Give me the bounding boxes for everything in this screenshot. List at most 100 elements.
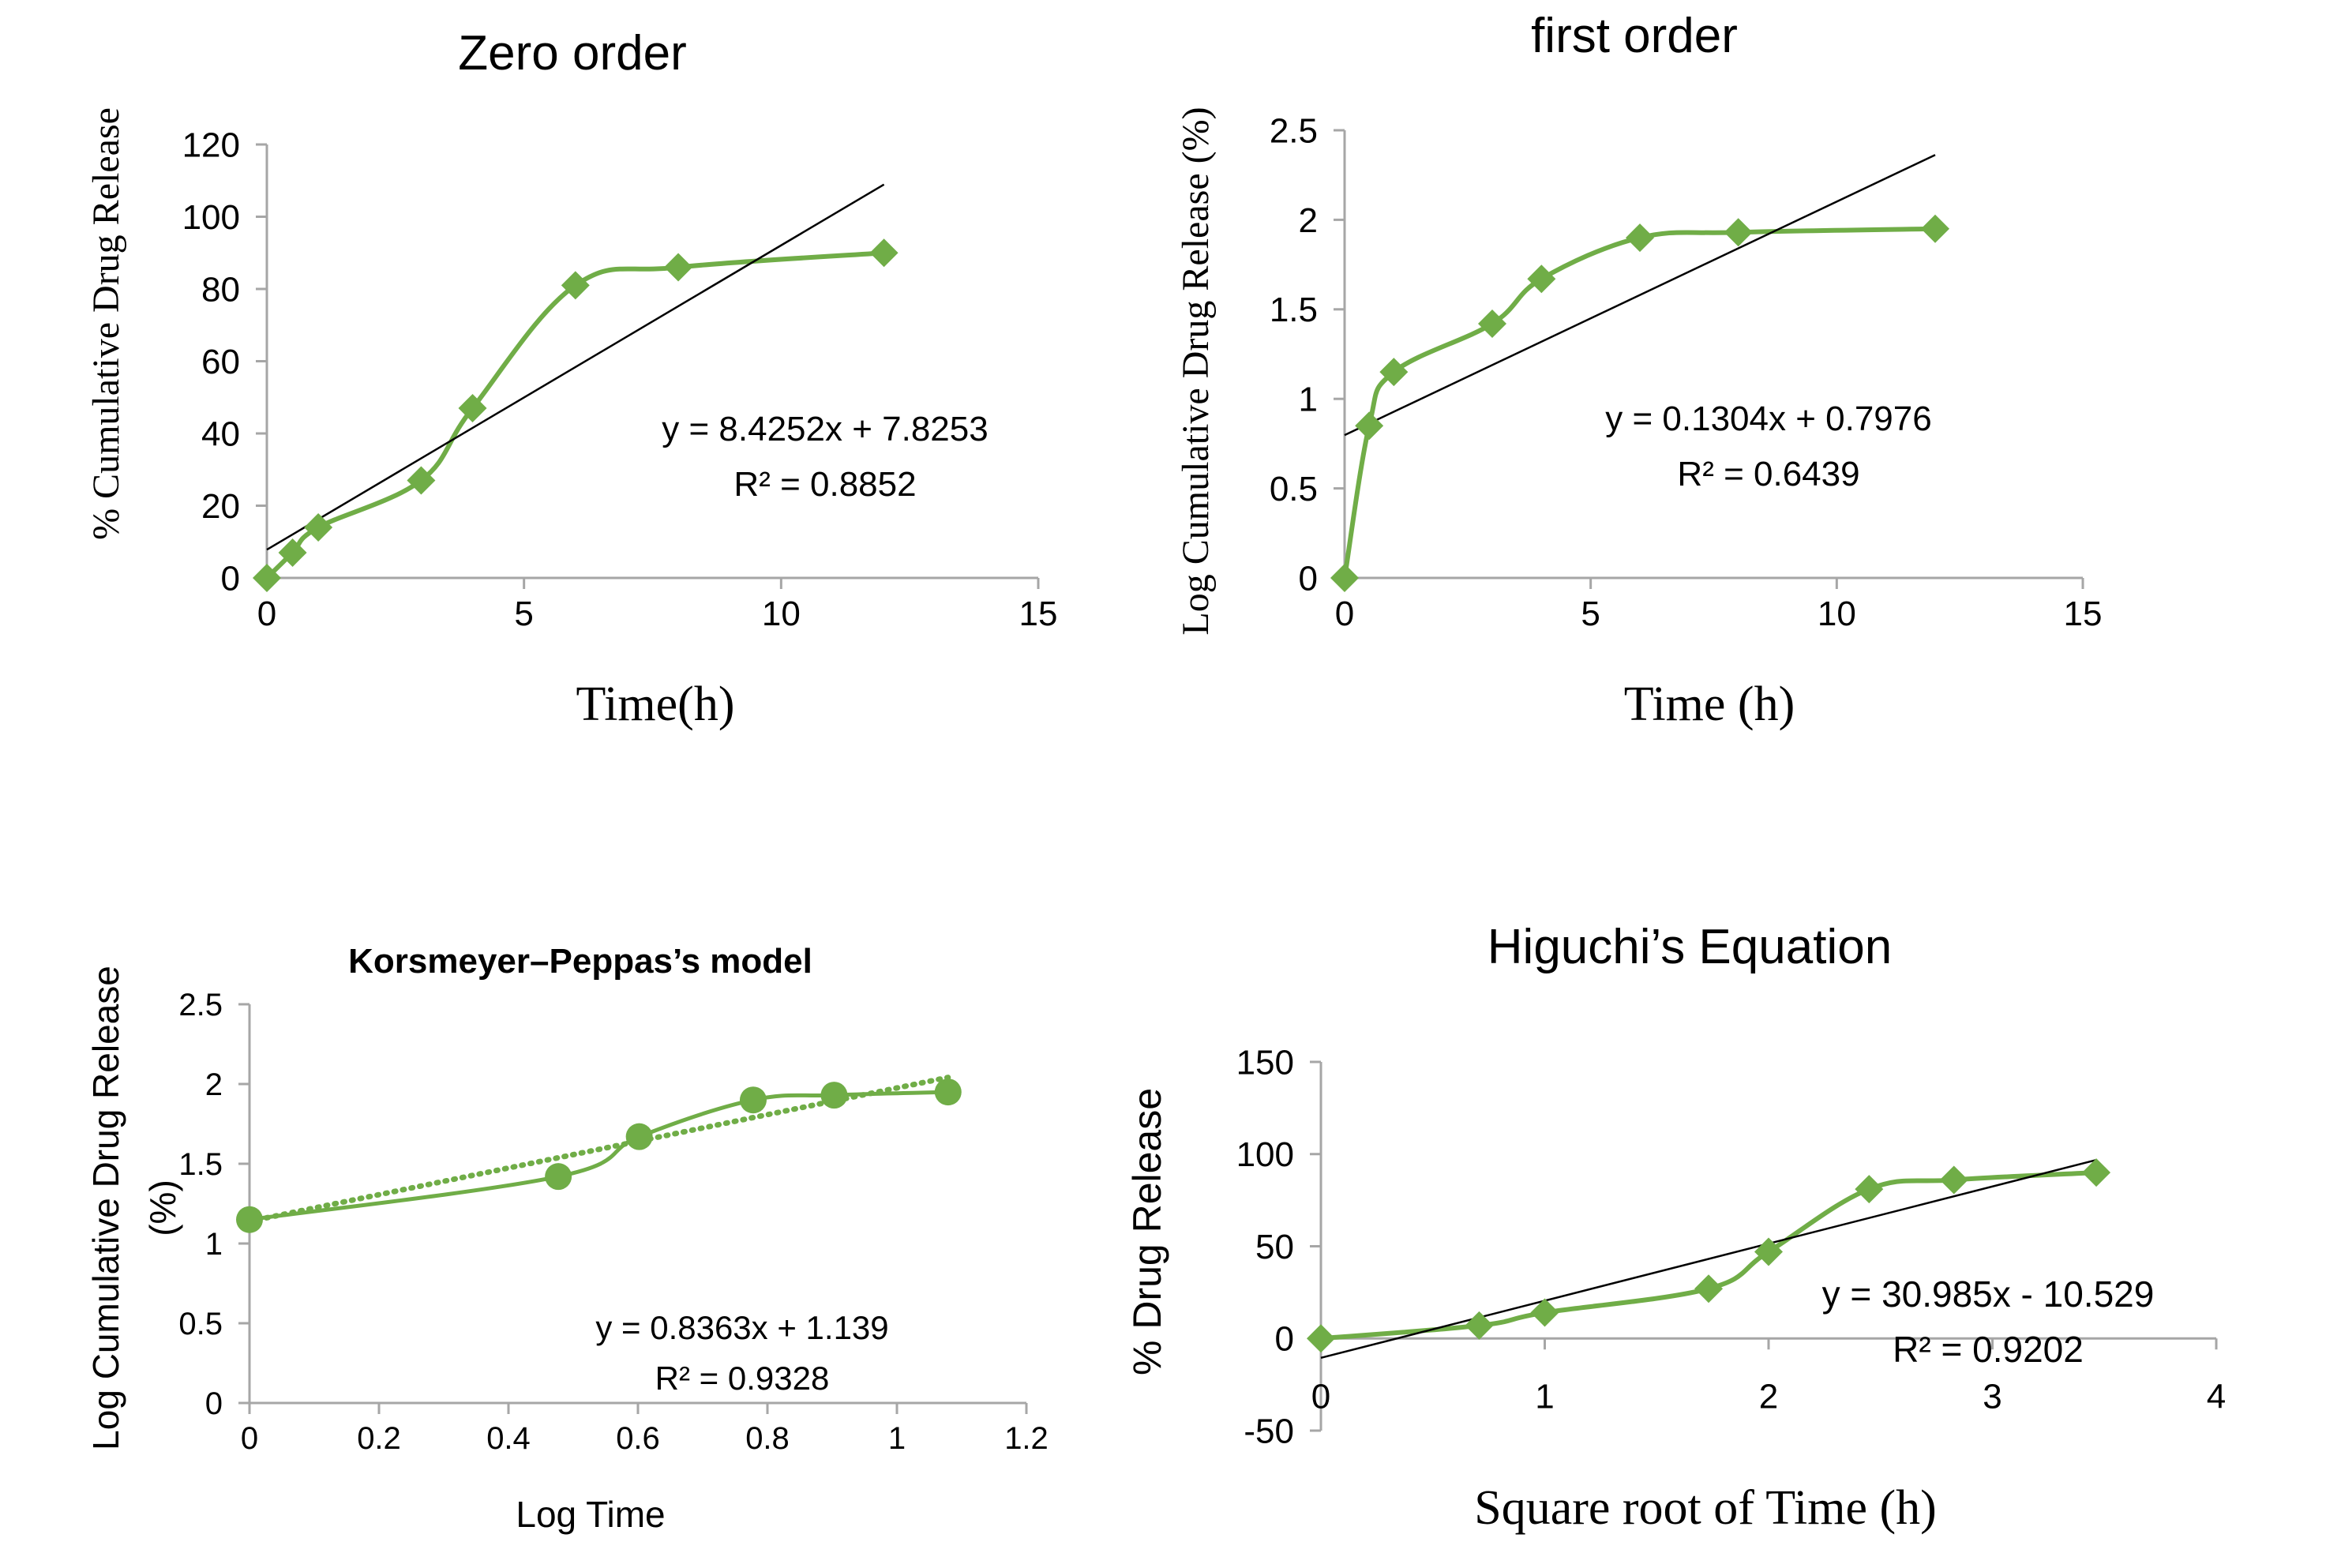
x-tick-label: 10 [762,595,801,633]
trend-equation: y = 0.1304x + 0.7976 [1605,400,1931,438]
data-point [1355,411,1384,441]
data-point [278,538,307,567]
x-tick-label: 2 [1759,1377,1778,1416]
data-point [1921,214,1949,243]
r-squared: R² = 0.8852 [733,465,916,504]
trendline [1344,154,1936,437]
chart-title: Higuchi’s Equation [1488,920,1892,974]
y-tick-label: 0 [205,1386,223,1421]
y-tick-label: 1.5 [1270,291,1318,329]
x-tick-label: 5 [1581,595,1600,633]
x-axis-label: Log Time [516,1494,665,1535]
x-tick-label: 0 [241,1421,258,1456]
data-point [304,512,333,542]
trendline [266,183,885,551]
data-point [545,1163,572,1191]
y-tick-label: 2.5 [1270,111,1318,150]
x-tick-label: 1 [888,1421,906,1456]
y-axis-label-unit: (%) [142,1180,183,1236]
x-tick-label: 1.2 [1004,1421,1049,1456]
trendline [246,1075,951,1225]
data-point [1330,564,1359,592]
r-squared: R² = 0.9328 [655,1360,830,1397]
data-point [2082,1158,2111,1187]
chart-title: first order [1531,9,1738,63]
x-tick-label: 5 [514,595,533,633]
data-point [1754,1237,1783,1266]
chart-title: Korsmeyer–Peppas’s model [348,942,812,981]
chart-title: Zero order [458,26,686,81]
data-point [1530,1298,1559,1327]
x-axis-label: Square root of Time (h) [1474,1481,1937,1535]
data-point [1527,264,1556,294]
data-point [1307,1324,1335,1353]
x-tick-label: 0.4 [486,1421,531,1456]
x-tick-label: 0 [1311,1377,1330,1416]
y-tick-label: 2.5 [178,988,223,1022]
data-point [1939,1165,1968,1195]
y-axis-label: % Cumulative Drug Release [85,107,127,540]
data-point [1694,1274,1724,1304]
data-point [869,238,899,268]
y-axis-label: % Drug Release [1125,1088,1169,1375]
data-point [664,253,693,282]
y-tick-label: 0 [1275,1320,1294,1359]
x-tick-label: 0.2 [357,1421,401,1456]
data-point [739,1086,767,1114]
x-tick-label: 0.6 [616,1421,660,1456]
x-tick-label: 10 [1818,595,1856,633]
y-tick-label: 0.5 [1270,470,1318,508]
y-tick-label: 0.5 [178,1307,223,1341]
data-point [407,466,436,495]
data-point [1478,309,1506,338]
data-point [1379,358,1409,387]
trendline [1320,1159,2097,1360]
y-tick-label: 120 [182,126,240,164]
x-tick-label: 0.8 [745,1421,790,1456]
x-tick-label: 0 [1335,595,1354,633]
y-axis-label: Log Cumulative Drug Release [85,966,126,1450]
x-axis-label: Time (h) [1624,677,1795,731]
y-tick-label: 1 [205,1227,223,1262]
y-tick-label: -50 [1244,1412,1294,1450]
x-tick-label: 4 [2207,1377,2226,1416]
trend-equation: y = 0.8363x + 1.139 [595,1309,888,1346]
y-tick-label: 1 [1299,381,1318,419]
y-tick-label: 0 [221,559,240,598]
data-point [934,1078,962,1106]
r-squared: R² = 0.9202 [1893,1329,2084,1370]
data-point [561,271,590,300]
trend-equation: y = 8.4252x + 7.8253 [662,410,988,448]
chart-zero-order: Zero order % Cumulative Drug Release Tim… [85,26,1057,731]
y-tick-label: 100 [182,198,240,237]
y-tick-label: 150 [1236,1043,1294,1082]
chart-first-order: first order Log Cumulative Drug Release … [1175,9,2102,731]
chart-higuchi: Higuchi’s Equation % Drug Release Square… [1125,920,2226,1535]
data-point [1855,1175,1884,1204]
y-tick-label: 60 [201,343,240,381]
data-point [820,1082,848,1109]
y-tick-label: 20 [201,487,240,526]
trend-equation: y = 30.985x - 10.529 [1822,1274,2155,1315]
data-point [1465,1311,1494,1340]
x-tick-label: 15 [1019,595,1058,633]
r-squared: R² = 0.6439 [1677,455,1859,493]
x-axis-label: Time(h) [576,677,735,731]
data-point [1626,223,1654,253]
x-tick-label: 3 [1983,1377,2001,1416]
y-tick-label: 100 [1236,1135,1294,1174]
y-tick-label: 2 [205,1067,223,1102]
x-tick-label: 15 [2064,595,2103,633]
y-tick-label: 40 [201,415,240,453]
y-axis-label: Log Cumulative Drug Release (%) [1175,107,1217,635]
data-point [458,393,487,422]
y-tick-label: 0 [1299,559,1318,598]
y-tick-label: 80 [201,270,240,309]
data-point [1724,218,1753,247]
data-point [253,564,281,592]
x-tick-label: 0 [257,595,276,633]
y-tick-label: 50 [1255,1228,1294,1266]
x-tick-label: 1 [1535,1377,1554,1416]
y-tick-label: 1.5 [178,1147,223,1182]
chart-korsmeyer-peppas: Korsmeyer–Peppas’s model Log Cumulative … [85,942,1049,1535]
